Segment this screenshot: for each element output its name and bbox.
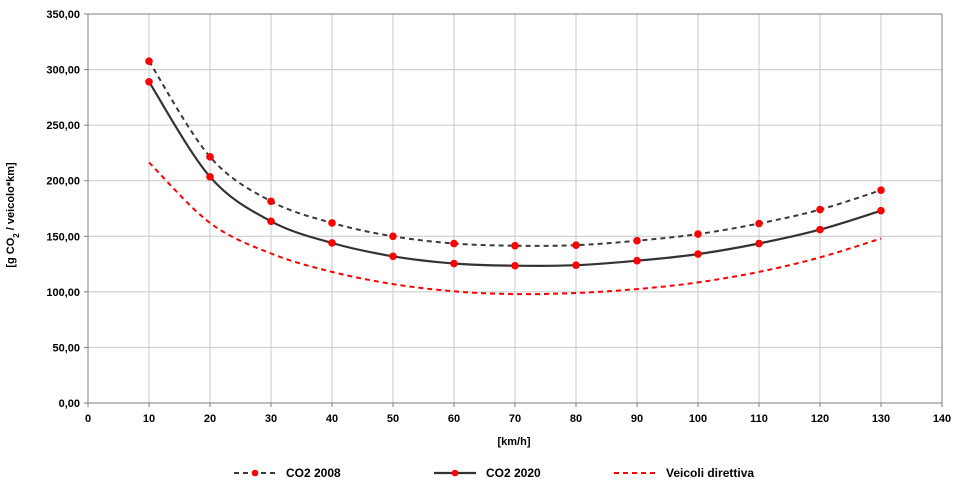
series-co2-2008 [145, 57, 885, 250]
data-point [633, 256, 641, 265]
series-line-veicoli-direttiva [148, 161, 882, 296]
x-tick-label: 100 [689, 413, 707, 425]
data-point [328, 239, 336, 247]
y-tick-label: 0,00 [59, 398, 80, 410]
data-point [389, 232, 397, 241]
data-point [694, 250, 702, 258]
legend-label: CO2 2020 [486, 466, 541, 480]
x-tick-label: 130 [872, 413, 890, 425]
x-tick-label: 80 [570, 413, 582, 425]
data-point [145, 57, 153, 66]
legend-marker [451, 469, 459, 477]
legend: CO2 2008 CO2 2020 Veicoli direttiva [234, 466, 754, 480]
x-tick-label: 20 [204, 413, 216, 425]
data-point [450, 259, 458, 268]
y-axis-title-prefix: [g CO [5, 237, 17, 267]
data-point [206, 173, 214, 181]
data-point [267, 217, 275, 226]
y-axis-title-subscript: 2 [12, 233, 21, 238]
data-point [206, 153, 214, 161]
x-tick-label: 50 [387, 413, 399, 425]
y-tick-label: 50,00 [52, 342, 80, 354]
y-tick-label: 250,00 [46, 120, 80, 132]
y-tick-label: 300,00 [46, 65, 80, 77]
legend-item-veicoli-direttiva: Veicoli direttiva [614, 466, 754, 480]
data-point [328, 219, 336, 227]
legend-item-co2-2008: CO2 2008 [234, 466, 341, 480]
x-tick-label: 60 [448, 413, 460, 425]
data-point [816, 205, 824, 214]
y-tick-label: 100,00 [46, 287, 80, 299]
data-point [694, 230, 702, 238]
gridlines [88, 14, 942, 403]
data-point [267, 197, 275, 206]
x-tick-label: 120 [811, 413, 829, 425]
x-tick-label: 10 [143, 413, 155, 425]
data-point [511, 241, 519, 250]
x-tick-label: 140 [933, 413, 951, 425]
series-veicoli-direttiva [148, 161, 882, 296]
data-point [755, 239, 763, 248]
data-point [511, 261, 519, 270]
data-point [572, 241, 580, 249]
legend-label: Veicoli direttiva [666, 466, 754, 480]
x-tick-label: 30 [265, 413, 277, 425]
data-point [755, 219, 763, 228]
data-point [877, 206, 885, 215]
data-point [877, 186, 885, 194]
data-point [633, 236, 641, 245]
data-point [450, 239, 458, 248]
x-tick-label: 40 [326, 413, 338, 425]
y-tick-label: 200,00 [46, 176, 80, 188]
legend-item-co2-2020: CO2 2020 [434, 466, 541, 480]
y-tick-label: 150,00 [46, 231, 80, 243]
x-tick-label: 0 [85, 413, 91, 425]
x-tick-label: 110 [750, 413, 768, 425]
data-point [145, 77, 153, 86]
x-axis-tick-labels: 0 10 20 30 40 50 60 70 80 90 100 110 120 130 140 [85, 403, 951, 425]
y-tick-label: 350,00 [46, 9, 80, 21]
x-axis-title: [km/h] [498, 436, 531, 448]
x-tick-label: 90 [631, 413, 643, 425]
data-point [572, 261, 580, 269]
y-axis-tick-labels: 0,00 50,00 100,00 150,00 200,00 250,00 300,00 3… [46, 9, 88, 410]
legend-marker [251, 469, 259, 477]
y-axis-title-suffix: / veicolo*km] [5, 162, 17, 233]
legend-label: CO2 2008 [286, 466, 341, 480]
series-co2-2020 [145, 77, 885, 270]
x-tick-label: 70 [509, 413, 521, 425]
data-point [389, 252, 397, 261]
series-layer [145, 57, 885, 296]
y-axis-title: [g CO2 / veicolo*km] [5, 162, 21, 268]
data-point [816, 225, 824, 234]
